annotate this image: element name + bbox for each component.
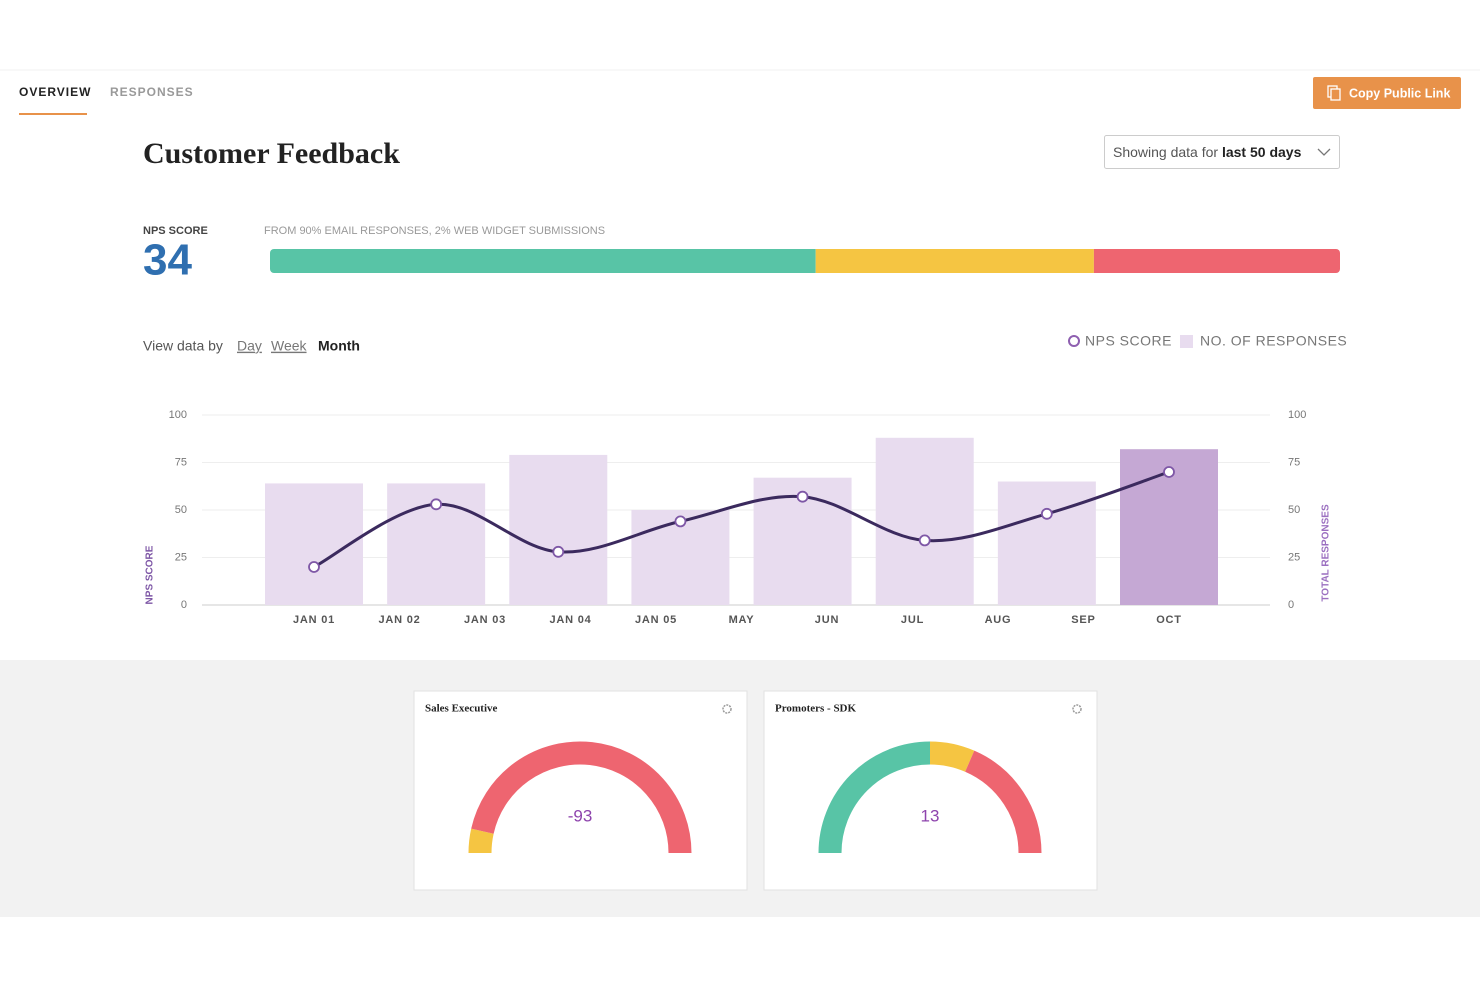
nps-segment xyxy=(1093,249,1340,273)
y2-tick-label: 0 xyxy=(1288,599,1294,611)
button-label[interactable]: Copy Public Link xyxy=(1349,86,1450,100)
settings-icon[interactable] xyxy=(1072,704,1082,714)
filter-prefix: Showing data for xyxy=(1113,144,1218,160)
x-tick-label: JAN 02 xyxy=(378,614,420,626)
tab[interactable]: OVERVIEW xyxy=(19,85,91,99)
copy-icon xyxy=(1330,88,1341,101)
view-by-label: View data by xyxy=(143,338,223,354)
nps-source: FROM 90% EMAIL RESPONSES, 2% WEB WIDGET … xyxy=(264,225,605,237)
y2-tick-label: 75 xyxy=(1288,456,1300,468)
view-option[interactable]: Week xyxy=(271,338,308,354)
y-tick-label: 0 xyxy=(181,599,187,611)
x-tick-label: AUG xyxy=(985,614,1012,626)
gauge-segment xyxy=(468,828,494,854)
x-tick-label: JUL xyxy=(901,614,924,626)
x-tick-label: SEP xyxy=(1071,614,1095,626)
x-tick-label: JAN 05 xyxy=(635,614,677,626)
settings-icon[interactable] xyxy=(722,704,732,714)
x-tick-label: JAN 01 xyxy=(293,614,335,626)
tab[interactable]: RESPONSES xyxy=(110,85,194,99)
copy-link-button[interactable] xyxy=(1313,77,1461,109)
gauge-card xyxy=(763,690,1098,891)
response-bar xyxy=(509,454,608,605)
gauge-segment xyxy=(964,750,1042,854)
legend-label: NO. OF RESPONSES xyxy=(1200,333,1347,349)
nps-point xyxy=(430,498,443,511)
x-tick-label: JUN xyxy=(815,614,839,626)
x-tick-label: OCT xyxy=(1156,614,1182,626)
gauge-segment xyxy=(471,741,692,854)
page-title: Customer Feedback xyxy=(143,137,400,170)
gauge-value: 13 xyxy=(921,806,940,825)
nps-point xyxy=(1163,466,1175,478)
gauge-value: -93 xyxy=(568,806,593,825)
nps-value: 34 xyxy=(143,236,192,285)
x-tick-label: JAN 04 xyxy=(549,614,591,626)
x-tick-label: JAN 03 xyxy=(464,614,506,626)
nps-label: NPS SCORE xyxy=(143,225,208,237)
response-bar xyxy=(875,437,974,605)
gauge-card xyxy=(413,690,748,891)
nps-line xyxy=(313,470,1170,569)
nps-segment xyxy=(270,249,816,273)
nps-point xyxy=(552,545,565,558)
nps-point xyxy=(308,561,320,573)
y2-tick-label: 100 xyxy=(1288,409,1306,421)
y-tick-label: 75 xyxy=(175,456,187,468)
view-option[interactable]: Day xyxy=(237,338,262,354)
view-option[interactable]: Month xyxy=(318,338,360,354)
nps-point xyxy=(1040,507,1053,520)
legend-marker xyxy=(1068,335,1080,347)
x-tick-label: MAY xyxy=(729,614,755,626)
y2-tick-label: 25 xyxy=(1288,551,1300,563)
legend-marker xyxy=(1180,335,1193,348)
y-tick-label: 50 xyxy=(175,504,187,516)
y2-axis-title: TOTAL RESPONSES xyxy=(1321,504,1332,602)
filter-dropdown[interactable] xyxy=(1104,135,1340,169)
nps-point xyxy=(918,534,931,547)
y-tick-label: 100 xyxy=(169,409,187,421)
tab-underline xyxy=(19,113,87,115)
gauge-title: Promoters - SDK xyxy=(775,703,856,715)
response-bar xyxy=(997,481,1096,605)
nps-bar xyxy=(270,249,1340,273)
y-axis-title: NPS SCORE xyxy=(145,545,156,604)
filter-value: last 50 days xyxy=(1222,144,1302,160)
gauge-title: Sales Executive xyxy=(425,703,498,715)
legend-label: NPS SCORE xyxy=(1085,333,1172,349)
gauge-segment xyxy=(929,741,975,772)
y-tick-label: 25 xyxy=(175,551,187,563)
dropdown-chevron xyxy=(1317,148,1331,156)
nps-point xyxy=(796,490,809,503)
nps-segment xyxy=(815,249,1094,273)
response-bar xyxy=(265,483,363,605)
filter-text[interactable]: Showing data for last 50 days xyxy=(1113,144,1302,160)
y2-tick-label: 50 xyxy=(1288,504,1300,516)
gauge-segment xyxy=(818,741,931,854)
nps-point xyxy=(674,515,687,528)
